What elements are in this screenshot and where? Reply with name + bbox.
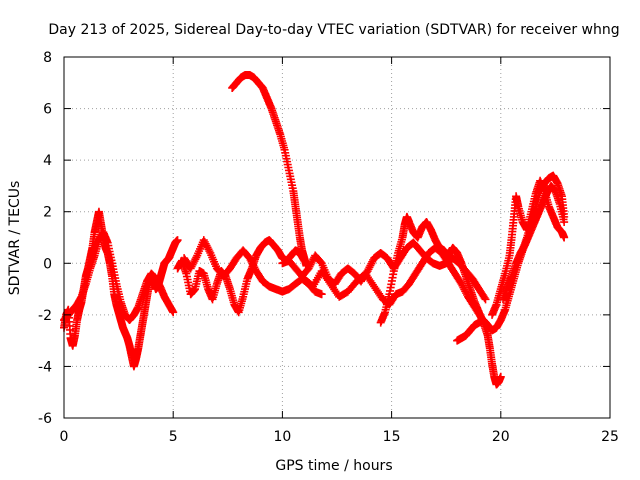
- y-tick-label: 2: [43, 205, 52, 221]
- series-track-c: [173, 236, 309, 317]
- y-tick-label: 0: [43, 256, 52, 272]
- y-tick-label: 8: [43, 50, 52, 66]
- data-points-layer: [60, 71, 569, 389]
- data-point: [173, 236, 182, 245]
- series-track-b: [60, 228, 178, 325]
- data-point: [496, 372, 505, 381]
- data-point: [317, 290, 326, 299]
- data-point: [560, 233, 569, 242]
- x-tick-label: 5: [169, 429, 178, 445]
- x-tick-label: 25: [601, 429, 619, 445]
- tick-layer: 0 5 10 15 20 25 -6 -4 -2 0 2 4 6 8: [38, 50, 619, 445]
- data-point: [205, 247, 214, 256]
- y-tick-label: -6: [38, 411, 52, 427]
- y-tick-label: -2: [38, 308, 52, 324]
- x-tick-label: 0: [60, 429, 69, 445]
- x-axis-label: GPS time / hours: [275, 458, 392, 474]
- x-tick-label: 10: [273, 429, 291, 445]
- grid-layer: [64, 57, 610, 418]
- series-track-f: [278, 238, 490, 304]
- y-tick-label: -4: [38, 359, 52, 375]
- y-tick-label: 4: [43, 153, 52, 169]
- y-tick-label: 6: [43, 102, 52, 118]
- x-tick-label: 20: [492, 429, 510, 445]
- series-track-h: [376, 212, 505, 389]
- data-point: [481, 295, 490, 304]
- chart-title: Day 213 of 2025, Sidereal Day-to-day VTE…: [48, 22, 619, 38]
- data-point: [192, 253, 201, 262]
- series-track-k: [498, 181, 569, 304]
- x-tick-label: 15: [383, 429, 401, 445]
- plot-frame: [63, 56, 611, 419]
- data-point: [560, 218, 569, 227]
- y-axis-label: SDTVAR / TECUs: [7, 181, 23, 296]
- series-track-j: [488, 176, 569, 319]
- data-point: [480, 293, 489, 302]
- data-point: [169, 308, 178, 317]
